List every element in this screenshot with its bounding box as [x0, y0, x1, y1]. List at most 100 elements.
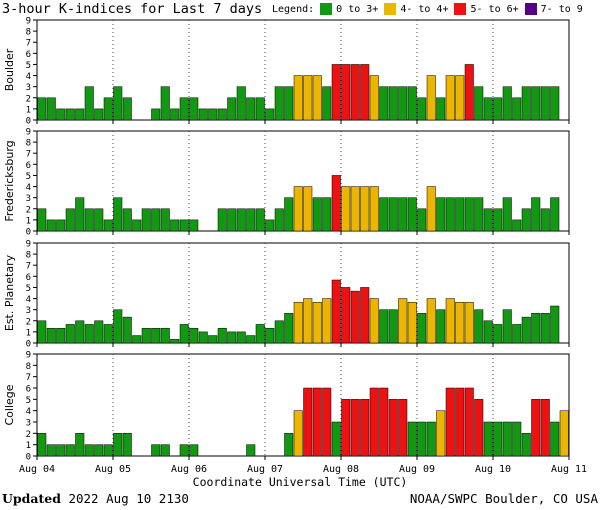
y-tick-label: 1: [26, 105, 31, 115]
k-index-bar: [550, 86, 560, 121]
k-index-bar: [388, 86, 398, 121]
k-index-bar: [360, 186, 370, 232]
k-index-bar: [37, 433, 47, 457]
k-index-bar: [151, 327, 161, 344]
updated-timestamp: Updated 2022 Aug 10 2130: [2, 491, 189, 506]
k-index-bar: [322, 387, 332, 457]
k-index-bar: [94, 208, 104, 232]
k-index-bar: [379, 309, 389, 344]
k-index-bar: [483, 320, 493, 344]
k-index-bar: [540, 313, 550, 344]
k-index-bar: [550, 197, 560, 232]
x-tick-label: Aug 06: [171, 464, 207, 475]
k-index-bar: [369, 298, 379, 344]
k-index-bar: [436, 197, 446, 232]
k-index-bar: [37, 208, 47, 232]
k-index-bar: [464, 301, 474, 344]
y-tick-label: 9: [26, 240, 31, 250]
k-index-bar: [132, 335, 142, 344]
y-tick-label: 1: [26, 441, 31, 451]
k-index-bar: [341, 287, 351, 344]
y-tick-label: 6: [26, 161, 31, 171]
k-index-bar: [436, 309, 446, 344]
k-index-bar: [360, 287, 370, 344]
k-index-bar: [464, 64, 474, 121]
k-index-bar: [160, 444, 170, 457]
k-index-bar: [198, 108, 208, 121]
k-index-bar: [75, 197, 85, 232]
k-index-bar: [417, 421, 427, 457]
k-index-bar: [369, 186, 379, 232]
k-index-bar: [236, 331, 246, 344]
k-index-bar: [103, 219, 113, 232]
k-index-bar: [132, 219, 142, 232]
k-index-bar: [445, 387, 455, 457]
k-index-bar: [170, 108, 180, 121]
k-index-bar: [37, 320, 47, 344]
k-index-bar: [540, 208, 550, 232]
k-index-bar: [94, 444, 104, 457]
k-index-bar: [512, 97, 522, 121]
panel-ylabel: Est. Planetary: [3, 254, 16, 331]
k-index-bar: [255, 324, 265, 344]
k-index-bar: [455, 197, 465, 232]
k-index-bar: [483, 208, 493, 232]
y-tick-label: 0: [26, 453, 31, 463]
legend-label: Legend:: [272, 3, 315, 15]
k-index-bar: [179, 324, 189, 344]
k-index-bar: [455, 75, 465, 121]
k-index-bar: [483, 421, 493, 457]
y-tick-label: 2: [26, 205, 31, 215]
k-index-bar: [331, 64, 341, 121]
k-index-bar: [474, 309, 484, 344]
k-index-bar: [426, 298, 436, 344]
k-index-bar: [369, 75, 379, 121]
k-index-bar: [379, 387, 389, 457]
y-tick-label: 4: [26, 183, 31, 193]
k-index-bar: [293, 75, 303, 121]
y-tick-label: 0: [26, 117, 31, 127]
k-index-bar: [227, 97, 237, 121]
y-tick-label: 0: [26, 340, 31, 350]
k-index-bar: [531, 399, 541, 457]
k-index-bar: [360, 64, 370, 121]
k-index-bar: [388, 399, 398, 457]
k-index-bar: [265, 219, 275, 232]
k-index-bar: [502, 197, 512, 232]
k-index-bar: [464, 387, 474, 457]
k-index-bar: [350, 186, 360, 232]
k-index-bar: [540, 399, 550, 457]
k-index-bar: [379, 197, 389, 232]
k-index-bar: [56, 108, 66, 121]
k-index-bar: [521, 316, 531, 344]
k-index-bar: [236, 86, 246, 121]
legend-item-0-3: 0 to 3+: [336, 3, 379, 15]
k-index-bar: [493, 324, 503, 344]
k-index-bar: [141, 327, 151, 344]
k-index-bar: [84, 444, 94, 457]
k-index-bar: [227, 331, 237, 344]
k-index-bar: [246, 444, 256, 457]
k-index-bar: [474, 399, 484, 457]
k-index-bar: [331, 279, 341, 344]
k-index-bar: [360, 399, 370, 457]
k-index-bar: [103, 324, 113, 344]
k-index-charts: 0123456789Boulder0123456789Fredericksbur…: [3, 17, 587, 490]
k-index-bar: [46, 97, 56, 121]
k-index-bar: [531, 197, 541, 232]
k-index-bar: [198, 331, 208, 344]
k-index-bar: [464, 197, 474, 232]
x-tick-label: Aug 09: [399, 464, 435, 475]
k-index-bar: [246, 97, 256, 121]
k-index-bar: [284, 86, 294, 121]
k-index-bar: [56, 327, 66, 344]
y-tick-label: 4: [26, 295, 31, 305]
k-index-bar: [331, 421, 341, 457]
k-index-bar: [56, 219, 66, 232]
y-tick-label: 9: [26, 351, 31, 361]
k-index-bar: [179, 444, 189, 457]
k-index-bar: [407, 421, 417, 457]
k-index-bar: [189, 327, 199, 344]
k-index-bar: [170, 339, 180, 344]
y-tick-label: 3: [26, 419, 31, 429]
